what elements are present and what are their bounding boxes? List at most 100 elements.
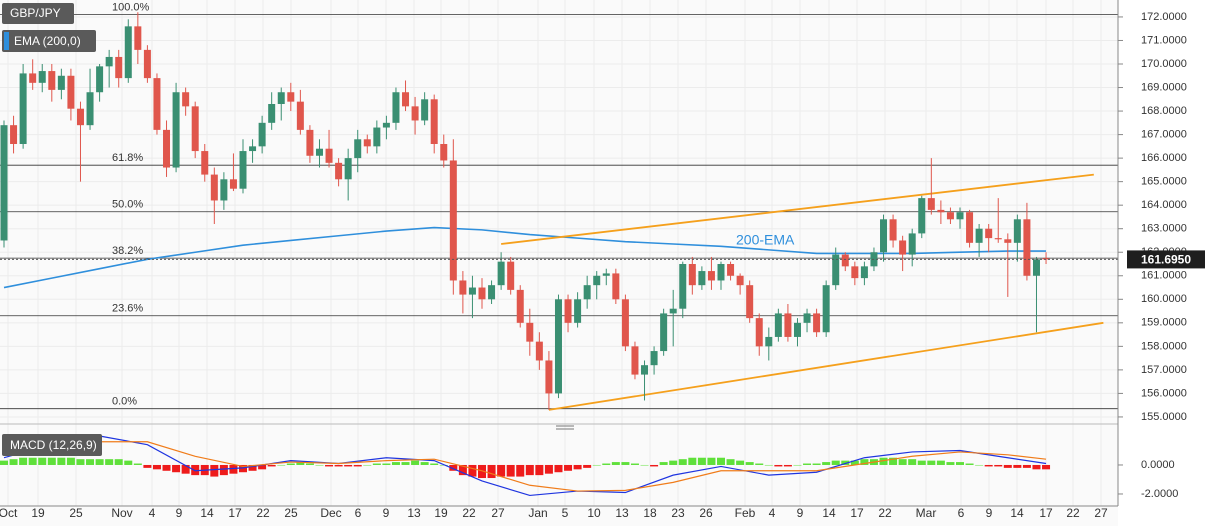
histogram-bar [860, 459, 869, 465]
x-tick-label: 26 [699, 506, 713, 520]
histogram-bar [28, 457, 37, 465]
y-tick-label: 166.0000 [1141, 152, 1187, 164]
histogram-bar [372, 463, 381, 465]
legend-ema: EMA (200,0) [2, 30, 96, 52]
x-tick-label: Dec [320, 506, 341, 520]
x-tick-label: 9 [986, 506, 993, 520]
histogram-bar [688, 457, 697, 465]
candle-body [899, 240, 907, 255]
y-tick-label: -2.0000 [1141, 488, 1178, 500]
histogram-bar [774, 464, 783, 467]
histogram-bar [172, 464, 181, 473]
candle-body [249, 146, 257, 152]
candle-body [296, 101, 304, 130]
plot-layer: 100.0% 61.8% 50.0% 38.2% 23.6% 0.0% [0, 1, 1118, 497]
candle-body [574, 299, 582, 323]
candle-body [459, 280, 467, 295]
x-tick-label: 25 [69, 506, 83, 520]
histogram-bar [956, 462, 964, 465]
candle-body [707, 271, 715, 281]
candle-body [1004, 239, 1012, 243]
annotation: 200-EMA [736, 232, 795, 248]
histogram-bar [640, 464, 649, 466]
x-tick-label: 13 [407, 506, 421, 520]
x-tick-label: 4 [769, 506, 776, 520]
x-tick-label: 14 [200, 506, 214, 520]
candle-body [411, 106, 419, 121]
histogram-bar [248, 464, 257, 471]
histogram-bar [1003, 464, 1012, 468]
candle-body [564, 299, 572, 323]
histogram-bar [707, 457, 716, 465]
histogram-bar [879, 457, 888, 465]
candle-body [612, 273, 620, 300]
candle-body [927, 198, 935, 210]
candle-body [679, 264, 687, 309]
candle-body [29, 73, 37, 83]
candle-body [220, 179, 228, 201]
histogram-bar [544, 464, 553, 474]
x-tick-label: 9 [797, 506, 804, 520]
histogram-bar [382, 463, 391, 465]
candle-body [210, 174, 218, 201]
histogram-bar [611, 462, 620, 465]
y-tick-label: 159.0000 [1141, 317, 1187, 329]
candle-body [507, 261, 515, 290]
candle-body [985, 228, 993, 239]
legend-title: GBP/JPY [10, 6, 61, 20]
x-tick-label: 5 [562, 506, 569, 520]
histogram-bar [850, 460, 859, 465]
fib-label: 100.0% [112, 1, 150, 13]
candle-body [402, 92, 410, 107]
histogram-bar [621, 462, 630, 465]
candle-body [851, 266, 859, 279]
candle-body [143, 49, 151, 79]
histogram-bar [927, 460, 936, 465]
candle-body [669, 308, 677, 314]
candle-body [468, 287, 476, 295]
y-tick-label: 172.0000 [1141, 11, 1187, 23]
macd-line [3, 441, 1047, 492]
y-tick-label: 164.0000 [1141, 199, 1187, 211]
y-tick-label: 156.0000 [1141, 387, 1187, 399]
fib-label: 61.8% [112, 152, 143, 164]
candle-body [774, 313, 782, 337]
histogram-bar [984, 464, 993, 467]
histogram-bar [1013, 464, 1022, 468]
candle-body [421, 99, 429, 121]
candle-body [593, 275, 601, 286]
last-price-box [1127, 250, 1205, 269]
candle-body [67, 75, 75, 109]
histogram-bar [133, 463, 142, 465]
histogram-bar [841, 460, 850, 465]
candle-body [478, 287, 486, 300]
histogram-bar [831, 460, 840, 465]
fib-label: 23.6% [112, 303, 143, 315]
x-tick-label: 17 [1039, 506, 1053, 520]
candle-body [1032, 259, 1040, 276]
candle-body [201, 151, 209, 175]
x-tick-label: 27 [1094, 506, 1108, 520]
histogram-bar [755, 463, 764, 465]
histogram-bar [401, 462, 410, 465]
candle-body [975, 228, 983, 243]
fib-label: 38.2% [112, 245, 143, 257]
histogram-bar [181, 464, 190, 474]
x-tick-label: 17 [850, 506, 864, 520]
candle-body [641, 365, 649, 375]
x-tick-label: 14 [822, 506, 836, 520]
histogram-bar [525, 464, 534, 476]
y-tick-label: 167.0000 [1141, 128, 1187, 140]
candle-body [363, 139, 371, 147]
histogram-bar [583, 464, 592, 468]
candle-body [306, 129, 314, 156]
histogram-bar [1032, 464, 1041, 470]
histogram-bar [659, 462, 668, 465]
y-tick-label: 0.0000 [1141, 459, 1175, 471]
x-tick-label: 18 [643, 506, 657, 520]
candle-body [1042, 258, 1050, 260]
trend-line [548, 321, 1104, 411]
candle-body [526, 322, 534, 342]
histogram-bar [497, 464, 506, 477]
histogram-bar [717, 457, 725, 465]
